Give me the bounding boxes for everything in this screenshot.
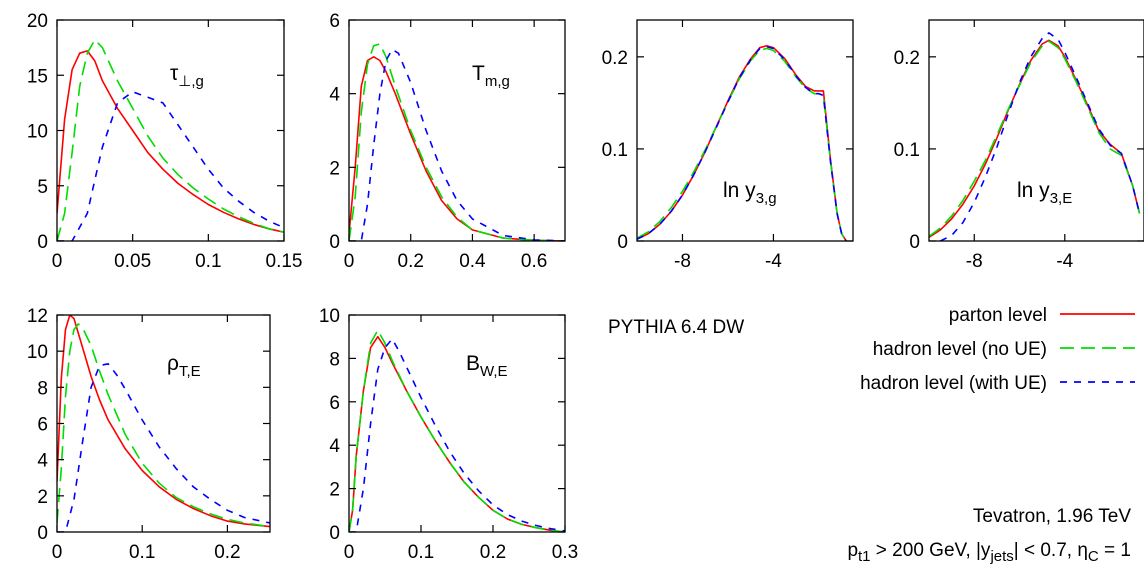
series-line-hadron-no-ue [57,39,284,241]
y-tick-label: 0.1 [602,140,628,161]
x-tick-label: -4 [765,251,782,272]
observable-label: ρT,E [167,352,201,380]
plot-frame [56,19,285,242]
series-line-hadron-with-ue [57,362,270,532]
y-tick-label: 5 [37,177,48,198]
x-tick-label: 0.2 [214,542,240,563]
series-line-hadron-no-ue [637,47,847,241]
y-tick-label: 0 [37,523,48,544]
y-tick-label: 6 [37,415,48,436]
plot-frame [348,19,566,242]
series-line-hadron-no-ue [929,40,1141,238]
y-tick-label: 0 [909,232,920,253]
cuts-annotation: pt1 > 200 GeV, |yjets| < 0.7, ηC = 1 [847,540,1131,565]
y-tick-label: 4 [329,85,340,106]
legend: parton level hadron level (no UE) hadron… [860,305,1135,394]
x-tick-label: 0.15 [266,251,303,272]
observable-label: τ⊥,g [170,62,204,90]
legend-entry-hadron-with-ue: hadron level (with UE) [860,373,1047,394]
panel-4: -8 -4 0 0.1 0.2 ln y3,E [894,19,1144,272]
legend-entry-hadron-no-ue: hadron level (no UE) [873,339,1047,360]
x-tick-label: 0.6 [521,251,547,272]
y-tick-label: 6 [329,11,340,32]
series-line-parton [57,50,284,233]
series-line-hadron-with-ue [57,91,284,241]
panel-3: -8 -4 0 0.1 0.2 ln y3,g [602,19,854,272]
y-tick-label: 20 [27,11,48,32]
y-tick-label: 6 [329,393,340,414]
x-tick-label: 0.2 [398,251,424,272]
series-line-hadron-with-ue [349,338,565,532]
series-line-parton [349,335,565,532]
panel-1: 0 0.05 0.1 0.15 0 5 10 15 20 τ⊥,g [27,11,303,272]
observable-label: Tm,g [472,62,510,90]
series-line-hadron-no-ue [349,43,565,241]
y-tick-label: 4 [37,451,48,472]
y-tick-label: 2 [37,487,48,508]
observable-label: ln y3,E [1017,179,1072,207]
x-tick-label: -4 [1056,251,1073,272]
plot-frame [348,314,566,533]
series-line-hadron-with-ue [637,45,847,241]
y-tick-label: 15 [27,66,48,87]
y-tick-label: 8 [329,349,340,370]
series-line-hadron-with-ue [349,48,565,241]
plot-frame [928,19,1144,242]
panel-2: 0 0.2 0.4 0.6 0 2 4 6 Tm,g [329,11,566,272]
series-line-hadron-with-ue [939,32,1141,241]
x-tick-label: -8 [674,251,691,272]
x-tick-label: -8 [966,251,983,272]
x-tick-label: 0 [52,251,63,272]
x-tick-label: 0.1 [129,542,155,563]
x-tick-label: 0.1 [195,251,221,272]
x-tick-label: 0.3 [552,542,578,563]
observable-label: ln y3,g [723,179,777,207]
y-tick-label: 2 [329,158,340,179]
x-tick-label: 0.2 [480,542,506,563]
y-tick-label: 8 [37,378,48,399]
observable-label: BW,E [466,352,508,380]
y-tick-label: 0.2 [602,48,628,69]
series-line-hadron-no-ue [349,329,565,532]
y-tick-label: 12 [27,306,48,327]
y-tick-label: 0.2 [894,48,920,69]
y-tick-label: 0.1 [894,140,920,161]
y-tick-label: 10 [27,122,48,143]
y-tick-label: 0 [329,523,340,544]
y-tick-label: 2 [329,480,340,501]
legend-entry-parton: parton level [949,305,1047,326]
x-tick-label: 0 [52,542,63,563]
panel-6: 0 0.1 0.2 0.3 0 2 4 6 8 10 BW,E [319,306,578,563]
x-tick-label: 0.4 [459,251,486,272]
plot-frame [636,19,854,242]
collider-annotation: Tevatron, 1.96 TeV [973,506,1131,527]
series-line-hadron-no-ue [57,323,270,528]
y-tick-label: 0 [37,232,48,253]
y-tick-label: 0 [329,232,340,253]
plot-frame [56,314,271,533]
x-tick-label: 0 [344,251,355,272]
generator-annotation: PYTHIA 6.4 DW [608,317,744,338]
x-tick-label: 0.05 [114,251,151,272]
series-line-parton [57,315,270,528]
y-tick-label: 10 [27,342,48,363]
y-tick-label: 4 [329,436,340,457]
y-tick-label: 10 [319,306,340,327]
y-tick-label: 0 [617,232,628,253]
x-tick-label: 0 [344,542,355,563]
panel-5: 0 0.1 0.2 0 2 4 6 8 10 12 ρT,E [27,306,271,563]
series-line-parton [929,39,1141,238]
x-tick-label: 0.1 [408,542,434,563]
